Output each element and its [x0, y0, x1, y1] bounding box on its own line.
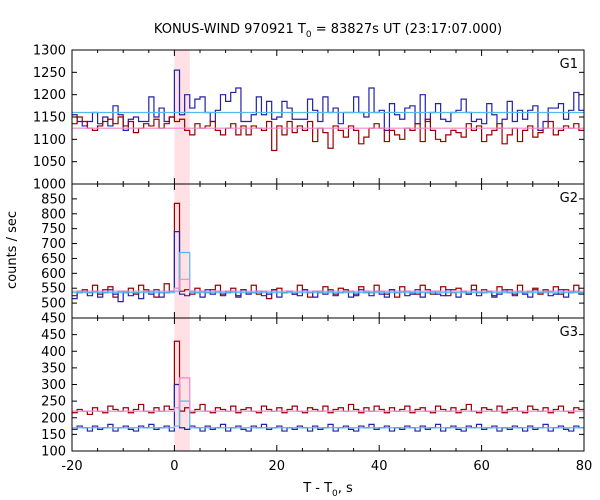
- x-tick-label: 0: [170, 459, 178, 474]
- y-tick-label-g3: 400: [41, 345, 66, 360]
- series-g3-blue: [72, 383, 584, 432]
- highlight-band-g3: [174, 318, 190, 451]
- x-tick-label: 80: [576, 459, 593, 474]
- panel-label-g1: G1: [560, 57, 578, 72]
- series-g2-pink: [72, 278, 584, 292]
- x-axis-label: T - T0, s: [302, 481, 353, 499]
- y-tick-label-g2: 600: [41, 267, 66, 282]
- ticks-layer: 1000105011001150120012501300G14505005506…: [33, 44, 592, 475]
- y-tick-label-g3: 250: [41, 395, 66, 410]
- y-tick-label-g1: 1150: [33, 111, 66, 126]
- series-g3-lightblue: [72, 400, 584, 429]
- y-tick-label-g2: 650: [41, 252, 66, 267]
- highlight-band-g1: [174, 50, 190, 184]
- y-tick-label-g1: 1300: [33, 44, 66, 59]
- y-tick-label-g2: 750: [41, 222, 66, 237]
- x-tick-label: 20: [269, 459, 286, 474]
- y-tick-label-g2: 500: [41, 297, 66, 312]
- y-tick-label-g3: 150: [41, 428, 66, 443]
- chart-title-subscript: 0: [306, 30, 312, 40]
- panel-label-g2: G2: [560, 191, 578, 206]
- y-axis-label: counts / sec: [5, 211, 20, 289]
- x-tick-label: 40: [371, 459, 388, 474]
- y-tick-label-g2: 800: [41, 207, 66, 222]
- series-layer: [72, 69, 584, 432]
- y-tick-label-g2: 550: [41, 282, 66, 297]
- highlight-band-g2: [174, 184, 190, 318]
- y-tick-label-g1: 1250: [33, 66, 66, 81]
- y-tick-label-g2: 850: [41, 192, 66, 207]
- y-tick-label-g3: 300: [41, 378, 66, 393]
- x-tick-label: -20: [61, 459, 82, 474]
- y-tick-label-g1: 1100: [33, 133, 66, 148]
- series-g1-darkred: [72, 116, 584, 152]
- series-g3-pink: [72, 377, 584, 412]
- y-tick-label-g1: 1200: [33, 88, 66, 103]
- y-tick-label-g2: 450: [41, 312, 66, 327]
- y-tick-label-g3: 200: [41, 411, 66, 426]
- y-tick-label-g3: 350: [41, 361, 66, 376]
- highlight-bands: [174, 50, 190, 451]
- y-tick-label-g1: 1000: [33, 178, 66, 193]
- panel-label-g3: G3: [560, 325, 578, 340]
- x-tick-label: 60: [473, 459, 490, 474]
- x-axis-label-subscript: 0: [332, 489, 338, 499]
- y-tick-label-g2: 700: [41, 237, 66, 252]
- y-tick-label-g3: 100: [41, 445, 66, 460]
- y-tick-label-g1: 1050: [33, 155, 66, 170]
- y-tick-label-g3: 450: [41, 328, 66, 343]
- series-g3-darkred: [72, 340, 584, 416]
- chart-title: KONUS-WIND 970921 T0 = 83827s UT (23:17:…: [154, 22, 502, 40]
